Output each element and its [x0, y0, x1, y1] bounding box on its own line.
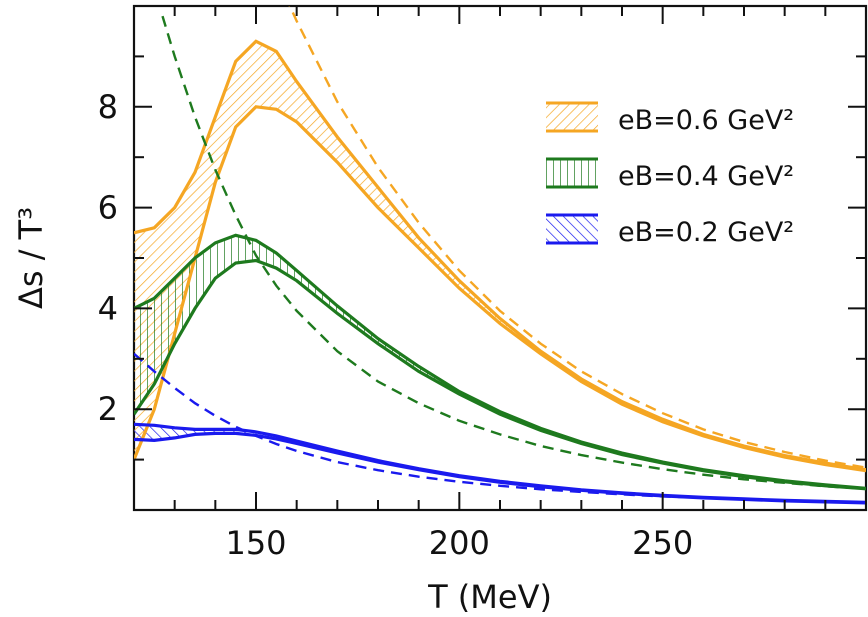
ticks-layer: [133, 6, 867, 510]
x-axis-label: T (MeV): [427, 578, 552, 616]
bands-layer: [134, 41, 866, 503]
band-series-1: [134, 235, 866, 489]
y-tick-label: 4: [98, 289, 118, 327]
legend-swatch: [546, 103, 598, 131]
dashed-line-series-0: [288, 6, 866, 469]
tick-labels-layer: 150 200 250 2 4 6 8: [98, 88, 694, 562]
x-tick-label: 200: [429, 524, 490, 562]
band-series-2: [134, 424, 866, 503]
x-tick-label: 250: [632, 524, 693, 562]
y-tick-label: 8: [98, 88, 118, 126]
legend-swatch: [546, 159, 598, 187]
lines-layer: [134, 6, 866, 505]
lower-line-series-1: [134, 258, 866, 491]
y-tick-label: 6: [98, 189, 118, 227]
legend: eB=0.6 GeV² eB=0.4 GeV² eB=0.2 GeV²: [546, 101, 794, 248]
legend-label: eB=0.6 GeV²: [618, 105, 794, 136]
legend-label: eB=0.4 GeV²: [618, 161, 794, 192]
dashed-line-series-2: [134, 352, 866, 504]
y-axis-label: Δs / T³: [12, 207, 50, 309]
lower-line-series-0: [134, 105, 866, 473]
upper-line-series-2: [134, 422, 866, 504]
dashed-line-series-1: [161, 15, 866, 490]
y-tick-label: 2: [98, 390, 118, 428]
legend-label: eB=0.2 GeV²: [618, 217, 794, 248]
legend-swatch: [546, 215, 598, 243]
x-tick-label: 150: [225, 524, 286, 562]
